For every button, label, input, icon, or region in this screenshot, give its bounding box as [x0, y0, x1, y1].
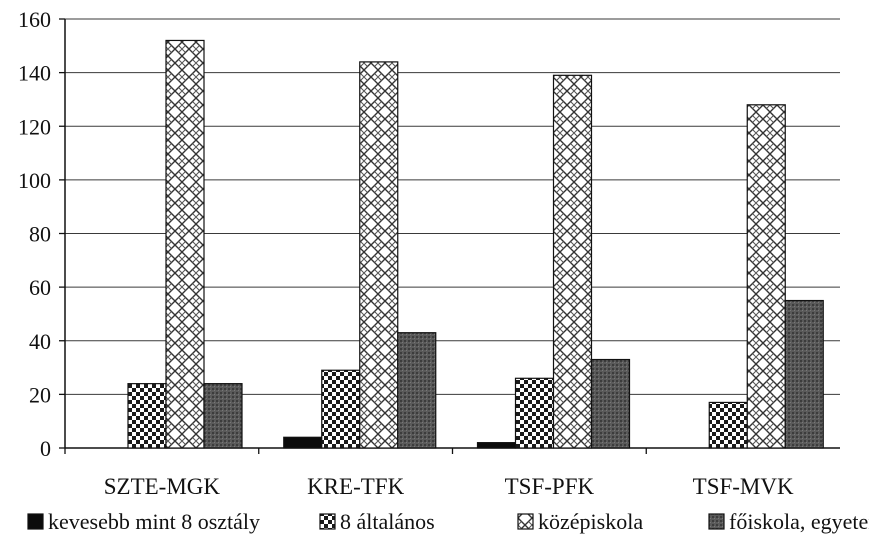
legend-item: főiskola, egyetem — [708, 509, 869, 534]
bar-2-2 — [552, 74, 593, 449]
y-tick-label: 20 — [29, 382, 51, 407]
bar-1-0 — [283, 436, 323, 449]
y-tick-label: 80 — [29, 222, 51, 247]
bar-1-3 — [397, 332, 437, 449]
bar-0-1 — [127, 383, 167, 449]
bar-3-2 — [746, 104, 786, 449]
bars — [127, 39, 824, 449]
y-tick-label: 40 — [29, 329, 51, 354]
bar-0-2 — [165, 39, 205, 449]
legend-label: 8 általános — [340, 509, 435, 534]
y-tick-label: 140 — [18, 61, 51, 86]
legend: kevesebb mint 8 osztály 8 általános középi… — [27, 509, 869, 534]
bar-3-1 — [708, 401, 748, 449]
legend-label: kevesebb mint 8 osztály — [48, 509, 260, 534]
legend-item: középiskola — [517, 509, 643, 534]
legend-swatch — [319, 513, 336, 530]
legend-item: 8 általános — [319, 509, 435, 534]
bar-0-3 — [203, 383, 243, 449]
legend-swatch — [27, 513, 44, 530]
bar-1-2 — [359, 61, 399, 449]
x-tick-label: KRE-TFK — [307, 474, 405, 499]
y-tick-label: 160 — [18, 7, 51, 32]
legend-label: középiskola — [538, 509, 643, 534]
legend-swatch — [517, 513, 534, 530]
bar-2-3 — [590, 358, 631, 449]
axis-labels: 0 20 40 60 80 100 120 140 160 SZTE-MGK KRE-TFK TSF-… — [18, 7, 794, 499]
x-tick-label: SZTE-MGK — [104, 474, 221, 499]
y-tick-label: 0 — [40, 436, 51, 461]
bar-3-3 — [784, 299, 824, 449]
bar-1-1 — [321, 369, 361, 449]
legend-item: kevesebb mint 8 osztály — [27, 509, 260, 534]
x-tick-label: TSF-PFK — [505, 474, 595, 499]
legend-label: főiskola, egyetem — [729, 509, 869, 534]
y-tick-label: 100 — [18, 168, 51, 193]
bar-2-0 — [476, 442, 517, 449]
legend-swatch — [708, 513, 725, 530]
y-tick-label: 60 — [29, 275, 51, 300]
x-tick-label: TSF-MVK — [693, 474, 794, 499]
y-tick-label: 120 — [18, 114, 51, 139]
bar-2-1 — [514, 377, 555, 449]
